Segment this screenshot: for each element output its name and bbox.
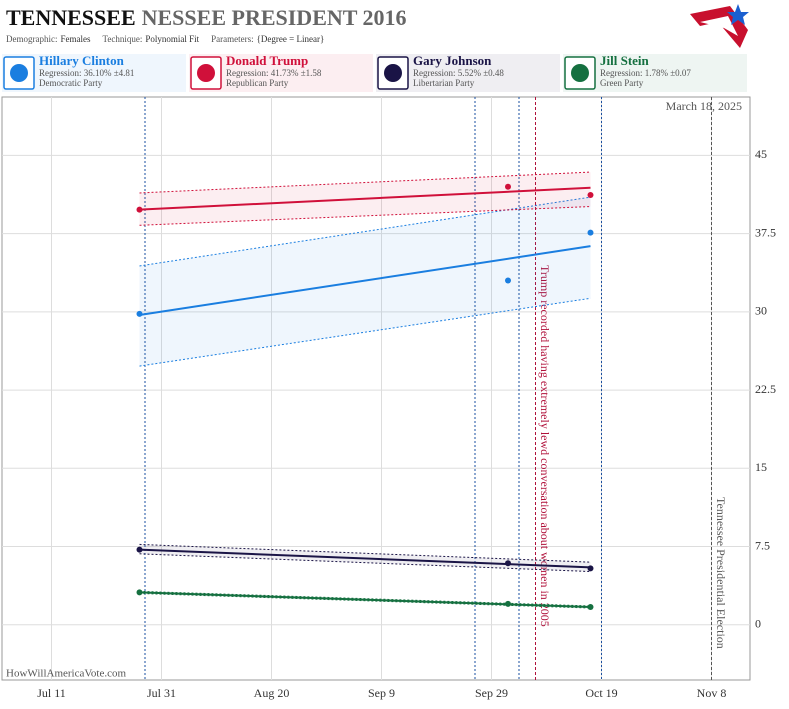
x-tick-label: Nov 8 — [697, 686, 727, 700]
poll-point — [587, 229, 594, 236]
plot-frame — [1, 96, 751, 681]
legend-regression: Regression: 36.10% ±4.81 — [39, 68, 134, 78]
title-state: TENNESSEE — [6, 5, 136, 30]
confidence-band — [139, 197, 591, 367]
lower-bound — [139, 553, 591, 573]
upper-bound — [139, 196, 591, 267]
x-tick-label: Oct 19 — [585, 686, 617, 700]
poll-point — [505, 560, 511, 567]
subtitle-value: {Degree = Linear} — [257, 34, 325, 44]
subtitle-value: Polynomial Fit — [145, 34, 199, 44]
legend-icon-glyph — [571, 64, 589, 82]
legend-party: Green Party — [600, 78, 644, 88]
x-tick-label: Jul 11 — [37, 686, 66, 700]
watermark: HowWillAmericaVote.com — [6, 668, 126, 680]
x-tick-label: Aug 20 — [254, 686, 290, 700]
x-tick-label: Sep 9 — [368, 686, 395, 700]
x-tick-label: Sep 29 — [475, 686, 508, 700]
upper-bound — [139, 590, 591, 607]
poll-point — [136, 546, 143, 553]
legend-name: Donald Trump — [226, 53, 308, 68]
poll-point — [587, 603, 594, 610]
legend-name: Hillary Clinton — [39, 53, 125, 68]
y-tick-label: 45 — [755, 147, 767, 161]
subtitle-text: Demographic: Females Technique: Polynomial … — [6, 34, 324, 44]
event-label: Tennessee Presidential Election — [714, 497, 728, 649]
y-tick-label: 30 — [755, 304, 767, 318]
x-tick-label: Jul 31 — [147, 686, 176, 700]
upper-bound — [139, 543, 591, 563]
subtitle: Demographic: Females Technique: Polynomial … — [6, 34, 324, 44]
poll-point — [587, 192, 594, 199]
upper-bound — [139, 171, 591, 194]
lower-bound — [139, 206, 591, 226]
y-tick-label: 37.5 — [755, 225, 776, 239]
legend-icon-glyph — [384, 64, 402, 82]
y-tick-label: 7.5 — [755, 538, 770, 552]
subtitle-label: Parameters: — [211, 34, 253, 44]
poll-point — [587, 565, 594, 572]
poll-point — [505, 183, 511, 190]
lower-bound — [139, 297, 591, 367]
legend-regression: Regression: 41.73% ±1.58 — [226, 68, 322, 78]
legend-party: Democratic Party — [39, 78, 103, 88]
title: TENNESSEE NESSEE PRESIDENT 2016 — [6, 5, 407, 30]
fit-line — [139, 186, 591, 211]
logo — [690, 4, 749, 48]
poll-point — [136, 206, 143, 213]
legend-icon-glyph — [10, 64, 28, 82]
fit-line — [139, 548, 591, 569]
subtitle-label: Technique: — [102, 34, 142, 44]
y-tick-label: 15 — [755, 460, 767, 474]
subtitle-value: Females — [60, 34, 90, 44]
legend-party: Republican Party — [226, 78, 289, 88]
poll-point — [136, 310, 143, 317]
plot: 0 7.5 15 22.5 30 37.5 45 Jul 11 Jul 31 Aug 20 Sep … — [2, 97, 776, 700]
legend-name: Gary Johnson — [413, 53, 492, 68]
date-label: March 18, 2025 — [666, 99, 742, 113]
title-rest: NESSEE PRESIDENT 2016 — [142, 5, 407, 30]
subtitle-label: Demographic: — [6, 34, 57, 44]
legend-regression: Regression: 1.78% ±0.07 — [600, 68, 691, 78]
fit-line — [139, 591, 591, 608]
poll-point — [505, 600, 511, 607]
lower-bound — [139, 592, 591, 609]
y-tick-label: 0 — [755, 616, 761, 630]
legend-regression: Regression: 5.52% ±0.48 — [413, 68, 504, 78]
legend-party: Libertarian Party — [413, 78, 475, 88]
fit-line — [139, 245, 591, 316]
legend-name: Jill Stein — [600, 53, 650, 68]
y-tick-label: 22.5 — [755, 382, 776, 396]
poll-point — [505, 277, 511, 284]
poll-point — [136, 589, 143, 596]
event-label: Trump recorded having extremely lewd con… — [538, 265, 552, 627]
legend-icon-glyph — [197, 64, 215, 82]
